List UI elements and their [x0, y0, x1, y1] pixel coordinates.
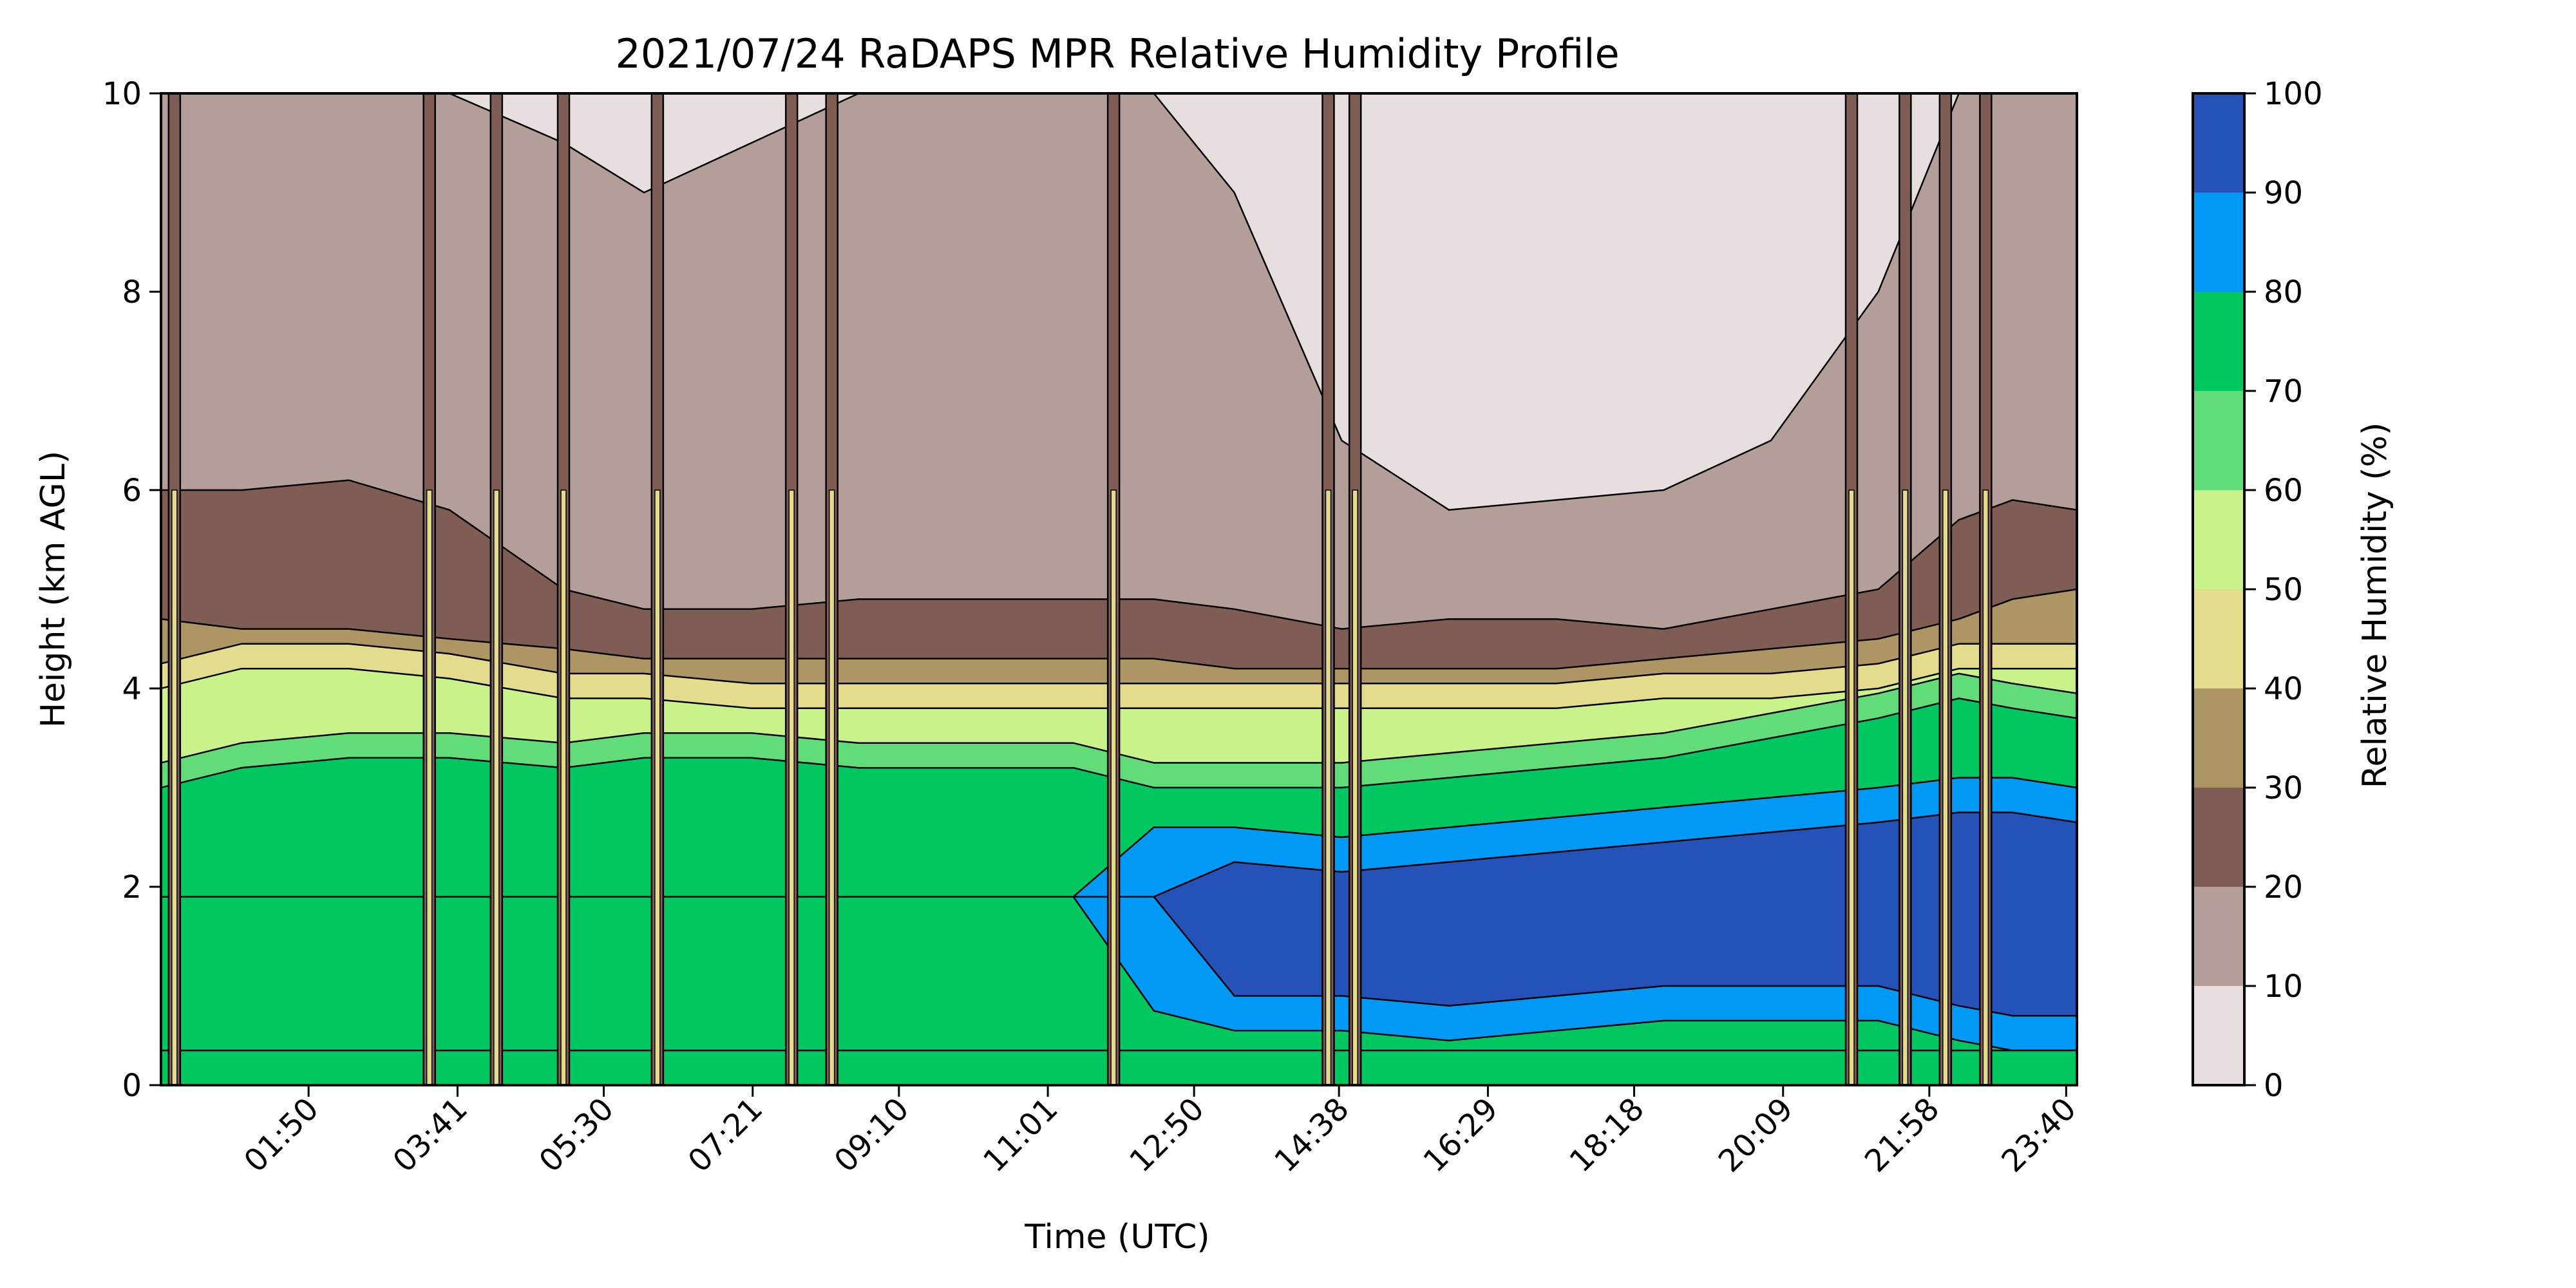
colorbar-tick-label: 30 [2264, 770, 2303, 806]
x-tick-label: 11:01 [976, 1091, 1065, 1179]
x-tick-label: 07:21 [681, 1091, 770, 1179]
plot-area [160, 92, 2078, 1086]
plot-frame [160, 92, 2078, 1086]
moist-plume-core [1902, 489, 1909, 1085]
colorbar-tick-label: 40 [2264, 671, 2303, 707]
moist-plume-core [1110, 489, 1117, 1085]
colorbar-tick-label: 50 [2264, 572, 2303, 608]
y-tick-label: 8 [122, 274, 142, 310]
y-axis: 0 2 4 6 8 10 [102, 76, 161, 1104]
colorbar-tick-label: 60 [2264, 473, 2303, 509]
colorbar-swatch [2193, 391, 2244, 490]
moist-plume-core [788, 489, 795, 1085]
moist-plume-core [654, 489, 661, 1085]
colorbar-tick-label: 80 [2264, 274, 2303, 310]
colorbar-tick-label: 0 [2264, 1068, 2284, 1104]
y-tick-label: 0 [122, 1068, 142, 1104]
x-tick-label: 20:09 [1712, 1091, 1800, 1179]
moist-plume-core [1352, 489, 1358, 1085]
x-axis: 01:50 03:41 05:30 07:21 09:10 11:01 12:50 14:38… [237, 1085, 2083, 1179]
colorbar-label: Relative Humidity (%) [2356, 422, 2394, 789]
colorbar-swatch [2193, 788, 2244, 887]
colorbar-swatch [2193, 887, 2244, 986]
moist-plume-core [828, 489, 835, 1085]
colorbar: 0 10 20 30 40 50 60 70 80 90 100 [2192, 76, 2323, 1104]
moist-plume-core [493, 489, 500, 1085]
colorbar-tick-label: 70 [2264, 374, 2303, 410]
x-tick-label: 18:18 [1563, 1091, 1651, 1179]
x-tick-label: 03:41 [386, 1091, 474, 1179]
colorbar-swatch [2193, 986, 2244, 1085]
y-tick-label: 4 [122, 671, 142, 707]
chart-title: 2021/07/24 RaDAPS MPR Relative Humidity … [615, 30, 1619, 77]
colorbar-tick-label: 10 [2264, 969, 2303, 1005]
moist-plume-core [1848, 489, 1855, 1085]
y-tick-label: 6 [122, 473, 142, 509]
x-axis-label: Time (UTC) [1024, 1218, 1209, 1256]
moist-plume-core [171, 489, 178, 1085]
moist-plume-core [1942, 489, 1949, 1085]
x-tick-label: 05:30 [533, 1091, 621, 1179]
colorbar-swatch [2193, 589, 2244, 688]
moist-plume-core [426, 489, 433, 1085]
x-tick-label: 21:58 [1858, 1091, 1946, 1179]
x-tick-label: 01:50 [237, 1091, 325, 1179]
y-axis-label: Height (km AGL) [34, 451, 73, 728]
moist-plume-core [1325, 489, 1332, 1085]
x-tick-label: 12:50 [1122, 1091, 1211, 1179]
colorbar-tick-label: 100 [2264, 76, 2323, 112]
colorbar-swatch [2193, 688, 2244, 788]
colorbar-swatch [2193, 292, 2244, 391]
colorbar-tick-label: 20 [2264, 869, 2303, 905]
x-tick-label: 14:38 [1267, 1091, 1356, 1179]
colorbar-swatch [2193, 193, 2244, 292]
moist-plume-core [560, 489, 567, 1085]
colorbar-swatch [2193, 93, 2244, 193]
rh-band-90-100 [161, 811, 2077, 1017]
moist-plume-core [1982, 489, 1989, 1085]
x-tick-label: 23:40 [1994, 1091, 2083, 1179]
x-tick-label: 09:10 [828, 1091, 916, 1179]
y-tick-label: 10 [102, 76, 142, 112]
y-tick-label: 2 [122, 869, 142, 905]
colorbar-tick-label: 90 [2264, 175, 2303, 211]
colorbar-swatch [2193, 490, 2244, 589]
x-tick-label: 16:29 [1416, 1091, 1504, 1179]
